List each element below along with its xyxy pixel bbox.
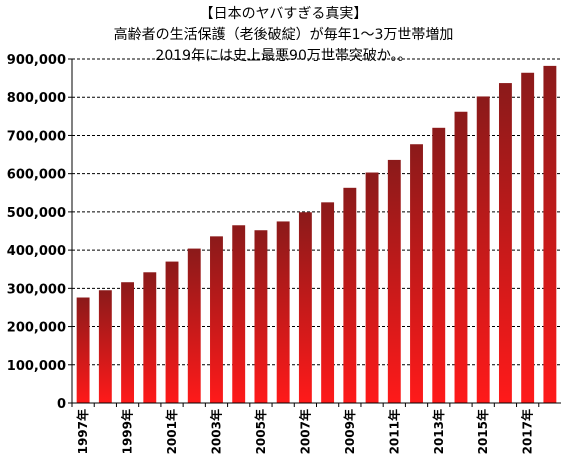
bar <box>98 290 112 403</box>
y-tick-label: 900,000 <box>7 53 66 68</box>
x-tick-label: 1997年 <box>75 409 90 454</box>
bar <box>232 225 246 403</box>
bar <box>498 83 512 403</box>
bar <box>187 248 201 403</box>
bar <box>276 221 290 403</box>
x-tick-label: 2013年 <box>431 409 446 454</box>
y-tick-label: 600,000 <box>7 168 66 183</box>
bar <box>521 72 535 403</box>
y-tick-label: 400,000 <box>7 244 66 259</box>
bar <box>365 172 379 403</box>
y-tick-label: 700,000 <box>7 129 66 144</box>
bar <box>121 282 135 403</box>
chart-title-line-2: 高齢者の生活保護（老後破綻）が毎年1～3万世帯増加 <box>113 27 454 43</box>
bar <box>165 261 179 403</box>
x-tick-label: 2007年 <box>297 409 312 454</box>
bar <box>298 212 312 403</box>
x-tick-label: 1999年 <box>120 409 135 454</box>
bar <box>143 272 157 403</box>
y-tick-label: 0 <box>57 397 66 412</box>
bar <box>432 127 446 404</box>
bar <box>254 230 268 403</box>
y-tick-label: 500,000 <box>7 206 66 221</box>
y-tick-label: 100,000 <box>7 359 66 374</box>
bar <box>387 159 401 403</box>
bar <box>410 144 423 404</box>
x-tick-label: 2015年 <box>475 409 490 454</box>
bar <box>210 236 223 403</box>
chart-title-line-3: 2019年には史上最悪90万世帯突破か。。 <box>155 48 412 64</box>
x-tick-label: 2003年 <box>208 409 223 454</box>
bar <box>543 65 557 403</box>
chart-title-line-1: 【日本のヤバすぎる真実】 <box>199 6 368 22</box>
bar <box>76 297 90 403</box>
axes <box>68 58 561 407</box>
bar <box>321 202 335 403</box>
y-tick-label: 300,000 <box>7 282 66 297</box>
bar <box>476 96 490 404</box>
y-tick-label: 800,000 <box>7 91 66 106</box>
x-tick-label: 2001年 <box>164 409 179 454</box>
x-tick-label: 2017年 <box>520 409 535 454</box>
chart-title: 【日本のヤバすぎる真実】 高齢者の生活保護（老後破綻）が毎年1～3万世帯増加 2… <box>0 4 567 67</box>
x-tick-labels: 1997年 1999年 2001年 2003年 2005年 2007年 2009年 2011年… <box>75 409 535 454</box>
y-tick-labels: 0 100,000 200,000 300,000 400,000 500,000 600,… <box>7 53 66 412</box>
bar <box>343 187 357 403</box>
y-tick-label: 200,000 <box>7 321 66 336</box>
x-tick-label: 2009年 <box>342 409 357 454</box>
bar <box>454 111 468 403</box>
bars <box>76 65 557 404</box>
x-tick-label: 2005年 <box>253 409 268 454</box>
x-tick-label: 2011年 <box>386 409 401 454</box>
